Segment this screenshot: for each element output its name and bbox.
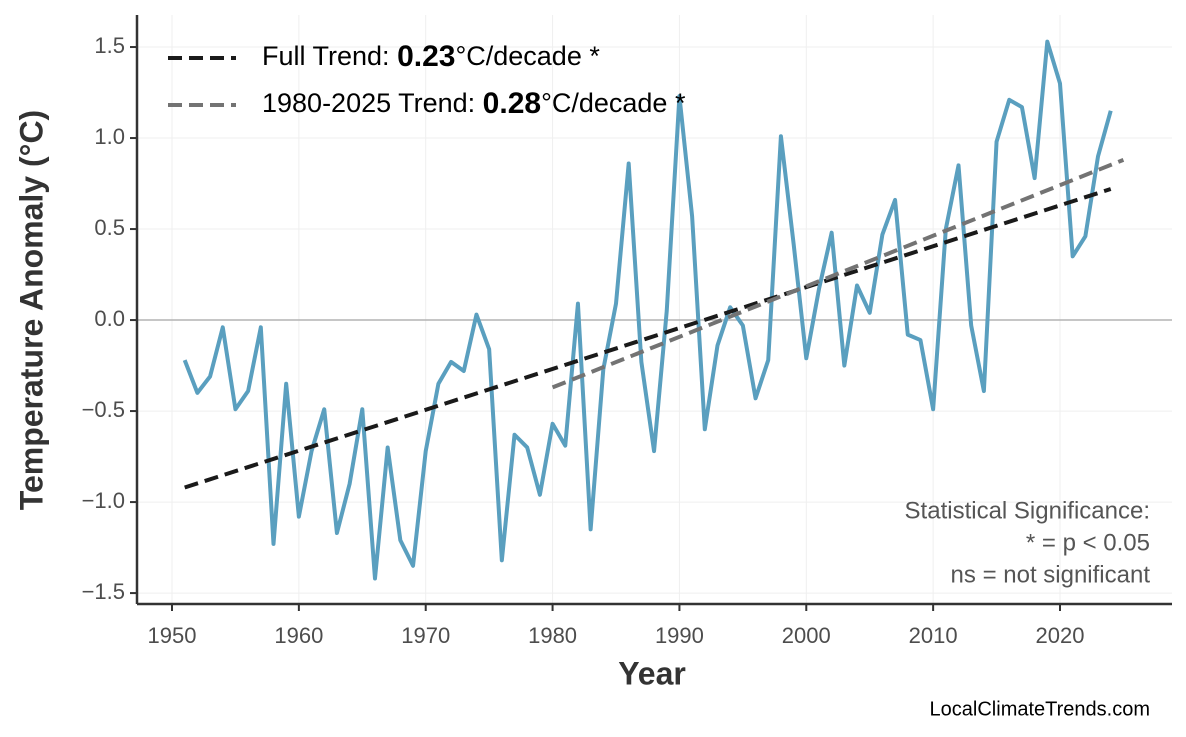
y-tick-label: 1.0 bbox=[94, 124, 125, 149]
y-tick-label: −1.0 bbox=[82, 488, 125, 513]
trend-line bbox=[551, 158, 1125, 390]
legend-label: 1980-2025 Trend: 0.28°C/decade * bbox=[262, 87, 686, 120]
legend-label: Full Trend: 0.23°C/decade * bbox=[262, 40, 600, 73]
x-tick-label: 2020 bbox=[1036, 623, 1085, 648]
legend-entry: Full Trend: 0.23°C/decade * bbox=[168, 40, 600, 73]
y-tick-label: −0.5 bbox=[82, 397, 125, 422]
legend-text-part: Full Trend: bbox=[262, 41, 397, 71]
x-tick-label: 1970 bbox=[401, 623, 450, 648]
x-tick-label: 1980 bbox=[528, 623, 577, 648]
trend-line bbox=[184, 187, 1112, 490]
x-tick-label: 1950 bbox=[148, 623, 197, 648]
legend-entry: 1980-2025 Trend: 0.28°C/decade * bbox=[168, 87, 686, 120]
legend-text-part: °C/decade * bbox=[455, 41, 600, 71]
y-tick-label: −1.5 bbox=[82, 579, 125, 604]
x-tick-label: 1990 bbox=[655, 623, 704, 648]
x-tick-label: 2010 bbox=[909, 623, 958, 648]
y-tick-label: 0.5 bbox=[94, 215, 125, 240]
annotation: ns = not significant bbox=[951, 561, 1151, 588]
y-tick-label: 0.0 bbox=[94, 306, 125, 331]
y-axis-title: Temperature Anomaly (°C) bbox=[13, 110, 49, 510]
legend-text-part: 0.28 bbox=[483, 87, 541, 120]
annotation: Statistical Significance: bbox=[905, 497, 1150, 524]
y-tick-label: 1.5 bbox=[94, 33, 125, 58]
legend-text-part: °C/decade * bbox=[541, 88, 686, 118]
legend-text-part: 1980-2025 Trend: bbox=[262, 88, 483, 118]
annotation: * = p < 0.05 bbox=[1026, 529, 1150, 556]
data-line bbox=[182, 39, 1113, 581]
source: LocalClimateTrends.com bbox=[930, 698, 1150, 720]
x-axis-title: Year bbox=[618, 655, 686, 691]
x-tick-label: 1960 bbox=[274, 623, 323, 648]
x-tick-label: 2000 bbox=[782, 623, 831, 648]
legend-text-part: 0.23 bbox=[397, 40, 455, 73]
